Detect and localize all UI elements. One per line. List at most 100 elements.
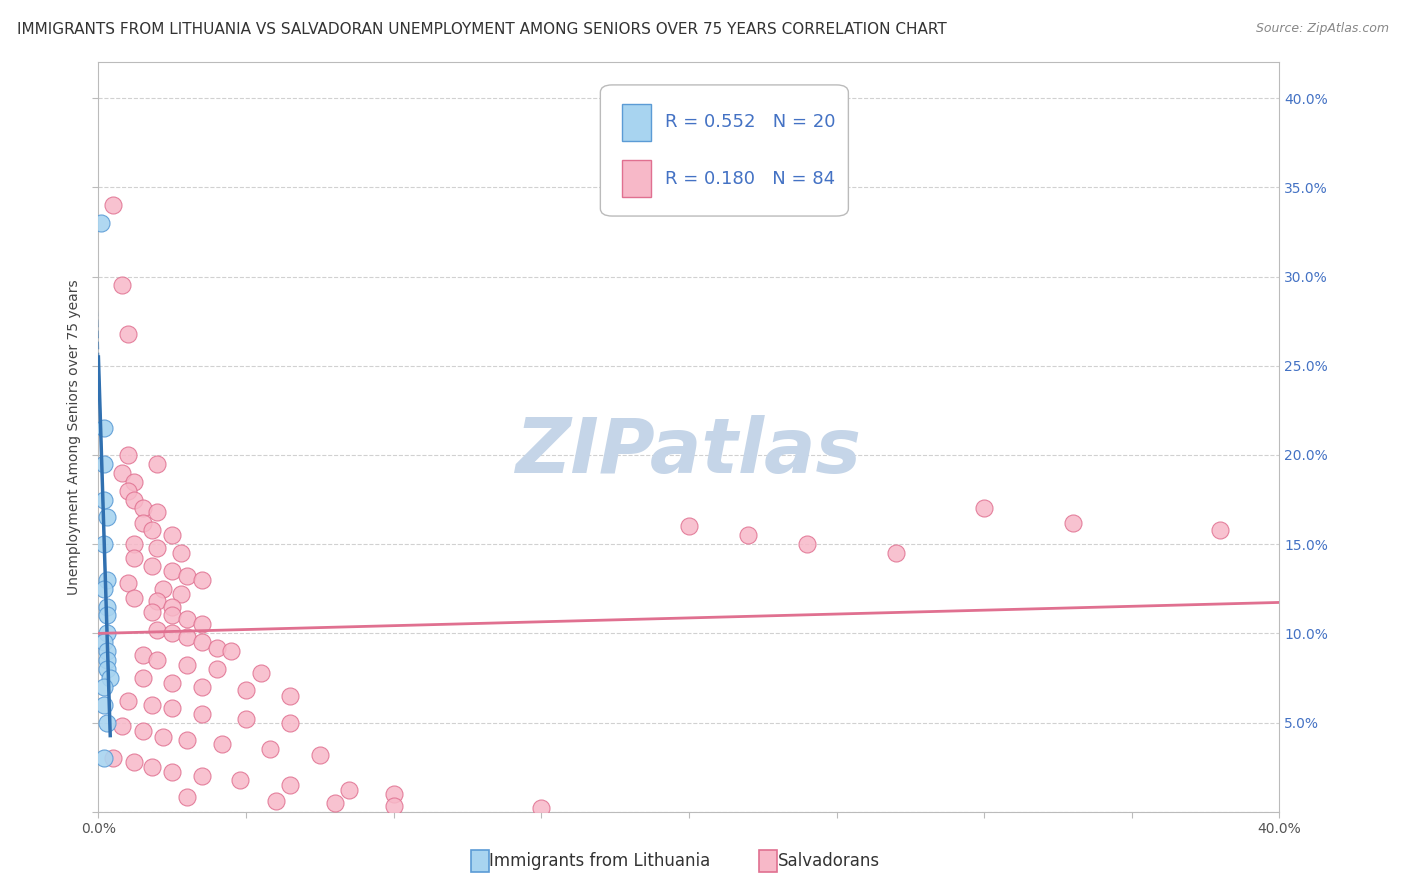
Point [530, 801, 553, 815]
Text: ZIPatlas: ZIPatlas [516, 415, 862, 489]
Point [229, 772, 252, 787]
Point [96, 662, 118, 676]
Point [280, 715, 302, 730]
Text: R = 0.180   N = 84: R = 0.180 N = 84 [665, 169, 835, 187]
Point [162, 765, 183, 780]
Point [122, 591, 145, 605]
Point [884, 546, 907, 560]
Point [141, 605, 163, 619]
Point [93, 635, 115, 649]
Text: IMMIGRANTS FROM LITHUANIA VS SALVADORAN UNEMPLOYMENT AMONG SENIORS OVER 75 YEARS: IMMIGRANTS FROM LITHUANIA VS SALVADORAN … [17, 22, 946, 37]
Point [162, 608, 183, 623]
Point [146, 541, 169, 555]
Point [176, 630, 198, 644]
Point [132, 648, 155, 662]
Point [191, 769, 214, 783]
Point [132, 724, 155, 739]
Point [152, 730, 174, 744]
Point [1062, 516, 1084, 530]
Point [162, 676, 183, 690]
Point [382, 799, 405, 814]
Point [309, 747, 332, 762]
Point [264, 794, 287, 808]
Point [191, 635, 214, 649]
Point [132, 516, 155, 530]
Point [98, 671, 121, 685]
Point [162, 528, 183, 542]
Point [280, 778, 302, 792]
Point [176, 790, 198, 805]
Point [96, 599, 118, 614]
Point [132, 671, 155, 685]
Point [103, 198, 125, 212]
Point [176, 612, 198, 626]
Point [211, 737, 233, 751]
Point [176, 569, 198, 583]
Text: Immigrants from Lithuania: Immigrants from Lithuania [489, 852, 710, 870]
Point [235, 712, 257, 726]
Y-axis label: Unemployment Among Seniors over 75 years: Unemployment Among Seniors over 75 years [67, 279, 82, 595]
Point [93, 457, 115, 471]
Point [93, 537, 115, 551]
Point [111, 466, 134, 480]
Point [146, 623, 169, 637]
Point [132, 501, 155, 516]
Point [280, 689, 302, 703]
Point [90, 216, 112, 230]
Point [96, 510, 118, 524]
Point [111, 719, 134, 733]
Point [141, 760, 163, 774]
Point [93, 421, 115, 435]
Point [117, 483, 139, 498]
Point [122, 551, 145, 566]
Point [259, 742, 281, 756]
Point [678, 519, 700, 533]
Point [170, 587, 193, 601]
Point [191, 680, 214, 694]
Text: Source: ZipAtlas.com: Source: ZipAtlas.com [1256, 22, 1389, 36]
Point [141, 698, 163, 712]
Point [122, 755, 145, 769]
Point [117, 448, 139, 462]
Point [176, 733, 198, 747]
Point [205, 662, 228, 676]
Point [191, 617, 214, 632]
Point [96, 626, 118, 640]
FancyBboxPatch shape [621, 103, 651, 141]
Text: R = 0.552   N = 20: R = 0.552 N = 20 [665, 113, 835, 131]
Point [103, 751, 125, 765]
Point [93, 492, 115, 507]
Point [96, 644, 118, 658]
Point [122, 492, 145, 507]
Point [323, 796, 346, 810]
Point [122, 475, 145, 489]
Point [111, 278, 134, 293]
Point [146, 457, 169, 471]
Point [141, 558, 163, 573]
FancyBboxPatch shape [600, 85, 848, 216]
Point [122, 537, 145, 551]
Point [973, 501, 995, 516]
Point [152, 582, 174, 596]
Point [221, 644, 243, 658]
Point [1209, 523, 1232, 537]
Point [146, 505, 169, 519]
Point [96, 608, 118, 623]
Point [205, 640, 228, 655]
Point [162, 599, 183, 614]
Point [191, 706, 214, 721]
Point [170, 546, 193, 560]
Point [146, 653, 169, 667]
Point [96, 715, 118, 730]
Point [96, 653, 118, 667]
Point [96, 573, 118, 587]
Point [162, 626, 183, 640]
Point [141, 523, 163, 537]
Point [93, 680, 115, 694]
Point [93, 698, 115, 712]
Point [162, 564, 183, 578]
Point [250, 665, 273, 680]
Point [117, 694, 139, 708]
Point [191, 573, 214, 587]
Point [117, 326, 139, 341]
